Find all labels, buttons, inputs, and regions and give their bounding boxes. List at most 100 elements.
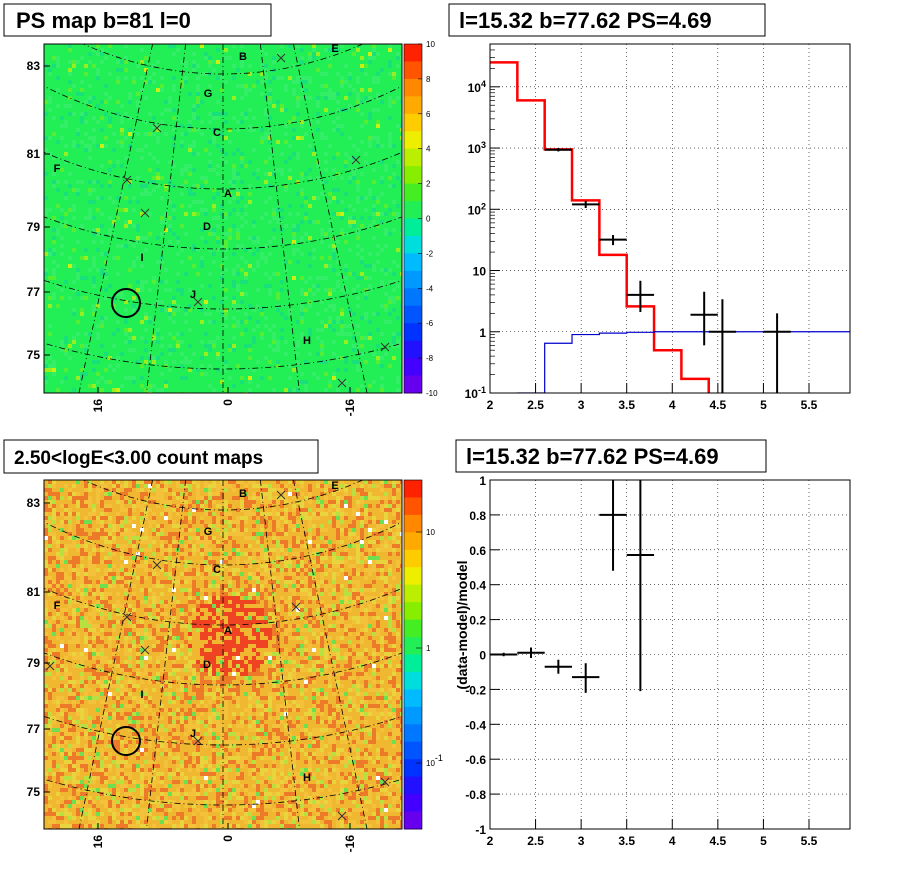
- count-map-colorbar: 10 1 10-1: [403, 479, 443, 830]
- x-tick-label: 4: [669, 834, 676, 848]
- colorbar-bin: [404, 567, 422, 586]
- colorbar-bin: [404, 532, 422, 551]
- source-cross-marker: [122, 175, 132, 185]
- x-tick-label: 0: [221, 835, 235, 842]
- source-cross-marker: [140, 645, 150, 655]
- colorbar-bin: [404, 671, 422, 690]
- colorbar-bin: [404, 706, 422, 725]
- colorbar-bin: [404, 549, 422, 568]
- x-tick-label: 2: [487, 398, 494, 412]
- ps-map-panel: PS map b=81 l=0 A B C D E F G H I J 83 81 79 77 75 16…: [3, 3, 438, 416]
- selected-source-circle: [111, 726, 141, 756]
- colorbar-bin: [404, 654, 422, 673]
- colorbar-bin: [404, 44, 422, 62]
- colorbar-tick-label: 4: [426, 145, 431, 154]
- source-label-h: H: [303, 335, 311, 347]
- residual-point-errorbar: [626, 480, 655, 692]
- latitude-line: [44, 521, 402, 566]
- x-tick-label: 5: [760, 834, 767, 848]
- background-step-line: [516, 331, 850, 393]
- colorbar-tick-label: -6: [426, 319, 434, 328]
- count-map-grid: [44, 480, 402, 829]
- colorbar-bin: [404, 480, 422, 498]
- colorbar-bin: [404, 305, 422, 324]
- source-label-e: E: [331, 43, 338, 55]
- x-tick-label: 4.5: [710, 834, 727, 848]
- data-point-errorbar: [708, 299, 737, 393]
- colorbar-bin: [404, 689, 422, 708]
- y-tick-label: -0.2: [465, 683, 486, 697]
- source-cross-marker: [276, 490, 286, 500]
- y-tick-label: 1: [479, 474, 486, 488]
- y-tick-label: 1: [479, 326, 486, 340]
- count-map-x-ticks: 16 0 -16: [91, 823, 357, 852]
- source-label-i: I: [140, 252, 143, 264]
- colorbar-bin: [404, 113, 422, 132]
- source-cross-marker: [351, 155, 361, 165]
- colorbar-bin: [404, 759, 422, 778]
- colorbar-bin: [404, 602, 422, 621]
- data-point-errorbar: [572, 200, 600, 208]
- y-tick-label: 75: [27, 348, 41, 362]
- ps-map-pixels: [44, 44, 402, 393]
- ps-map-sources: A B C D E F G H I J: [54, 43, 390, 388]
- x-tick-label: 2.5: [527, 834, 544, 848]
- source-label-a: A: [224, 188, 232, 200]
- source-label-d: D: [203, 221, 211, 233]
- source-label-b: B: [239, 488, 247, 500]
- colorbar-bin: [404, 270, 422, 289]
- source-cross-marker: [152, 560, 162, 570]
- data-point-errorbar: [599, 235, 627, 246]
- colorbar-bin: [404, 218, 422, 237]
- colorbar-bin: [404, 811, 422, 830]
- colorbar-frame: [403, 479, 423, 830]
- source-label-d: D: [203, 659, 211, 671]
- colorbar-bin: [404, 497, 422, 516]
- colorbar-bin: [404, 724, 422, 743]
- residual-title: l=15.32 b=77.62 PS=4.69: [466, 444, 719, 469]
- selected-source-circle: [111, 288, 141, 318]
- longitude-line: [78, 480, 153, 829]
- x-tick-label: -16: [343, 835, 357, 853]
- y-tick-label: -0.6: [465, 753, 486, 767]
- colorbar-tick-label: 0: [426, 215, 431, 224]
- y-tick-label: 75: [27, 785, 41, 799]
- longitude-line: [293, 44, 368, 393]
- y-tick-label: 81: [27, 585, 41, 599]
- count-map-pixels: [44, 480, 402, 829]
- ps-map-grid: [44, 44, 402, 393]
- colorbar-tick-label: -8: [426, 354, 434, 363]
- x-tick-label: 5: [760, 398, 767, 412]
- source-label-g: G: [204, 526, 213, 538]
- spectrum-panel: l=15.32 b=77.62 PS=4.69 2 2.5 3 3.5 4 4.5 5 5.5…: [448, 3, 851, 412]
- source-cross-marker: [291, 602, 301, 612]
- x-tick-label: 16: [91, 835, 105, 849]
- source-cross-marker: [337, 811, 347, 821]
- count-map-frame: [43, 479, 403, 830]
- ps-map-x-ticks: 16 0 -16: [91, 387, 357, 416]
- colorbar-tick-label: 6: [426, 110, 431, 119]
- y-tick-label: 81: [27, 147, 41, 161]
- x-tick-label: 5.5: [801, 398, 818, 412]
- colorbar-tick-label: 10-1: [426, 753, 443, 768]
- x-tick-label: 3: [578, 398, 585, 412]
- colorbar-bin: [404, 514, 422, 533]
- source-label-h: H: [303, 772, 311, 784]
- longitude-line: [293, 480, 368, 829]
- y-tick-label: 10-1: [465, 385, 486, 401]
- x-tick-label: 3: [578, 834, 585, 848]
- data-point-errorbar: [763, 313, 791, 393]
- y-tick-label: 103: [468, 140, 486, 156]
- colorbar-bin: [404, 235, 422, 254]
- ps-map-frame: [43, 43, 403, 394]
- spectrum-series: [490, 61, 850, 393]
- y-tick-label: 79: [27, 220, 41, 234]
- y-tick-label: -0.8: [465, 788, 486, 802]
- ps-map-title: PS map b=81 l=0: [16, 8, 191, 33]
- source-cross-marker: [276, 53, 286, 63]
- x-tick-label: 16: [91, 399, 105, 413]
- x-tick-label: 2.5: [527, 398, 544, 412]
- source-cross-marker: [337, 378, 347, 388]
- colorbar-bin: [404, 323, 422, 342]
